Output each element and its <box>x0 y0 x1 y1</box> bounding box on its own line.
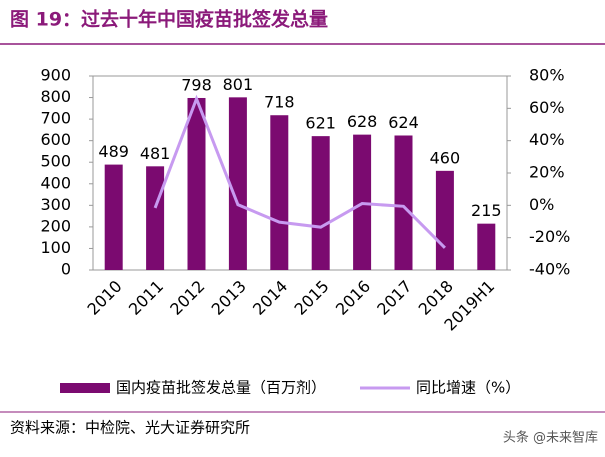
bar <box>394 135 413 270</box>
y-tick-label: 300 <box>40 195 71 214</box>
y-tick-label: 900 <box>40 66 71 85</box>
y2-tick-label: 40% <box>529 130 565 149</box>
value-label: 621 <box>305 114 336 133</box>
value-label: 624 <box>388 113 419 132</box>
y-tick-label: 700 <box>40 109 71 128</box>
y-tick-label: 0 <box>61 260 71 279</box>
y2-tick-label: 20% <box>529 163 565 182</box>
bar <box>270 115 289 270</box>
value-label: 801 <box>223 75 254 94</box>
y2-tick-label: -20% <box>529 227 570 246</box>
y-tick-label: 600 <box>40 130 71 149</box>
line <box>153 94 446 249</box>
x-tick-label: 2012 <box>166 277 208 319</box>
y-tick-label: 500 <box>40 152 71 171</box>
bar <box>146 166 165 270</box>
y-tick-label: 100 <box>40 238 71 257</box>
y2-tick-label: 0% <box>529 195 554 214</box>
legend-label: 国内疫苗批签发总量（百万剂） <box>116 379 326 397</box>
y-tick-label: 200 <box>40 216 71 235</box>
value-label: 798 <box>181 75 212 94</box>
bar <box>311 136 330 270</box>
y-tick-label: 400 <box>40 173 71 192</box>
source: 资料来源：中检院、光大证券研究所 <box>10 419 250 437</box>
y2-tick-label: -40% <box>529 260 570 279</box>
bar <box>187 97 206 270</box>
x-tick-label: 2016 <box>332 277 374 319</box>
value-label: 460 <box>430 148 461 167</box>
chart-title: 图 19：过去十年中国疫苗批签发总量 <box>10 8 328 31</box>
watermark: 头条 @未来智库 <box>503 430 598 446</box>
legend-swatch <box>60 383 110 393</box>
bar <box>104 164 123 270</box>
bar <box>477 223 496 270</box>
x-tick-label: 2011 <box>125 277 167 319</box>
x-tick-label: 2015 <box>290 277 332 319</box>
x-tick-label: 2014 <box>249 277 291 319</box>
x-tick-label: 2010 <box>83 277 125 319</box>
value-label: 489 <box>98 142 129 161</box>
y2-tick-label: 80% <box>529 66 565 85</box>
bar <box>435 170 454 270</box>
y2-tick-label: 60% <box>529 98 565 117</box>
x-tick-label: 2017 <box>373 277 415 319</box>
value-label: 215 <box>471 201 502 220</box>
legend-label: 同比增速（%） <box>416 379 520 397</box>
y-tick-label: 800 <box>40 87 71 106</box>
x-tick-label: 2013 <box>208 277 250 319</box>
value-label: 718 <box>264 93 295 112</box>
bar <box>228 97 247 270</box>
value-label: 628 <box>347 112 378 131</box>
value-label: 481 <box>140 144 171 163</box>
